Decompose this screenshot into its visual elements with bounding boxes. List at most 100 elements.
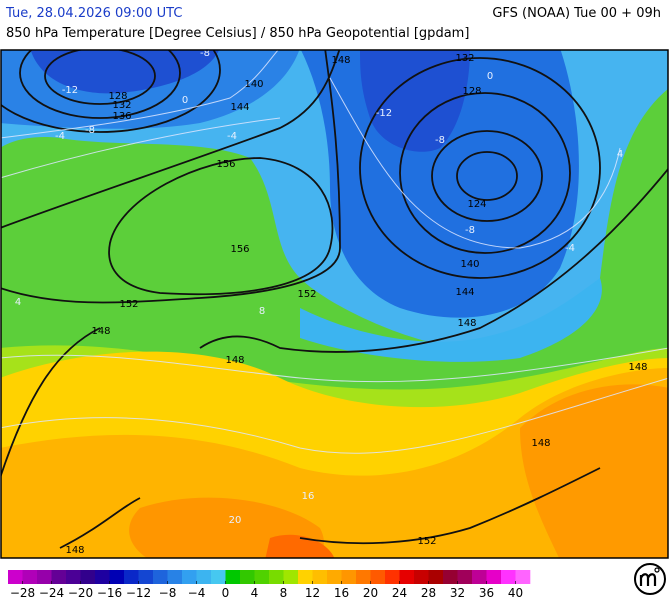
colorbar-label: −24 (39, 586, 64, 600)
colorbar-swatch (414, 570, 429, 584)
geopotential-label: 148 (457, 318, 476, 329)
colorbar-swatch (37, 570, 52, 584)
colorbar-swatch (283, 570, 299, 584)
colorbar-swatch (196, 570, 212, 584)
colorbar-swatch (167, 570, 183, 584)
colorbar-swatch (356, 570, 371, 584)
colorbar-swatch (370, 570, 386, 584)
colorbar-swatch (153, 570, 168, 584)
colorbar-swatch (225, 570, 241, 584)
colorbar-swatch (399, 570, 415, 584)
colorbar-label: 28 (421, 586, 436, 600)
temperature-label: 4 (15, 297, 21, 308)
geopotential-label: 140 (244, 79, 263, 90)
temperature-label: -4 (55, 131, 65, 142)
map-frame (0, 49, 669, 559)
colorbar-swatch (182, 570, 197, 584)
geopotential-label: 148 (225, 355, 244, 366)
colorbar-swatch (443, 570, 458, 584)
colorbar-swatch (457, 570, 473, 584)
geopotential-label: 156 (230, 244, 249, 255)
colorbar-label: 36 (479, 586, 494, 600)
geopotential-label: 148 (65, 545, 84, 556)
colorbar-swatch (341, 570, 357, 584)
temperature-label: -12 (62, 85, 78, 96)
geopotential-label: 132 (112, 100, 131, 111)
colorbar-label: −20 (68, 586, 93, 600)
colorbar-label: −28 (10, 586, 35, 600)
colorbar-swatch (51, 570, 67, 584)
colorbar-label: −4 (188, 586, 206, 600)
colorbar-swatch (312, 570, 328, 584)
map: 128 132 136 140 144 156 156 152 152 148 … (0, 48, 669, 559)
colorbar-label: −12 (126, 586, 151, 600)
colorbar-label: 32 (450, 586, 465, 600)
colorbar-swatch (327, 570, 342, 584)
colorbar-swatch (385, 570, 400, 584)
colorbar-label: 0 (222, 586, 230, 600)
colorbar-swatch (109, 570, 125, 584)
colorbar-swatch (95, 570, 110, 584)
colorbar-swatch (8, 570, 23, 584)
geopotential-label: 132 (455, 53, 474, 64)
geopotential-label: 136 (112, 111, 131, 122)
geopotential-label: 140 (460, 259, 479, 270)
geopotential-label: 148 (628, 362, 647, 373)
colorbar-swatch (486, 570, 502, 584)
geopotential-label: 148 (331, 55, 350, 66)
geopotential-label: 148 (531, 438, 550, 449)
colorbar-swatch (240, 570, 255, 584)
colorbar: −28 −24 −20 −16 −12 −8 −4 0 4 8 12 16 20 24 28 32 36 40 (8, 563, 666, 600)
colorbar-swatch (515, 570, 531, 584)
geopotential-label: 148 (91, 326, 110, 337)
geopotential-label: 156 (216, 159, 235, 170)
contour-labels: 128 132 136 140 144 156 156 152 152 148 … (15, 48, 648, 556)
geopotential-label: 128 (108, 91, 127, 102)
colorbar-swatch (138, 570, 154, 584)
colorbar-swatch (298, 570, 313, 584)
logo (634, 563, 666, 595)
temperature-label: -8 (465, 225, 475, 236)
temperature-label: -8 (85, 125, 95, 136)
colorbar-swatch (80, 570, 96, 584)
temperature-label: 4 (617, 149, 623, 160)
subtitle: 850 hPa Temperature [Degree Celsius] / 8… (6, 26, 470, 41)
colorbar-label: −8 (159, 586, 177, 600)
temperature-label: 0 (182, 95, 188, 106)
geopotential-label: 124 (467, 199, 486, 210)
colorbar-swatch (211, 570, 226, 584)
temperature-label: -4 (227, 131, 237, 142)
colorbar-label: 4 (251, 586, 259, 600)
temperature-label: -4 (565, 243, 575, 254)
colorbar-swatch (22, 570, 38, 584)
geopotential-label: 144 (455, 287, 474, 298)
colorbar-label: −16 (97, 586, 122, 600)
colorbar-swatch (269, 570, 284, 584)
colorbar-label: 24 (392, 586, 407, 600)
geopotential-label: 128 (462, 86, 481, 97)
geopotential-label: 152 (297, 289, 316, 300)
colorbar-label: 40 (508, 586, 523, 600)
datetime: Tue, 28.04.2026 09:00 UTC (6, 6, 183, 21)
geopotential-contours (1, 50, 668, 549)
colorbar-swatch (472, 570, 487, 584)
colorbar-label: 16 (334, 586, 349, 600)
temperature-label: -8 (200, 48, 210, 59)
colorbar-swatch (66, 570, 81, 584)
temperature-label: 0 (487, 71, 493, 82)
temperature-label: 8 (259, 306, 265, 317)
temperature-label: 20 (229, 515, 242, 526)
colorbar-swatch (428, 570, 444, 584)
model-run: GFS (NOAA) Tue 00 + 09h (492, 6, 661, 21)
colorbar-label: 8 (280, 586, 288, 600)
temperature-label: -8 (435, 135, 445, 146)
temperature-label: -12 (376, 108, 392, 119)
geopotential-label: 152 (119, 299, 138, 310)
colorbar-label: 20 (363, 586, 378, 600)
geopotential-label: 144 (230, 102, 249, 113)
temperature-label: 16 (302, 491, 315, 502)
colorbar-label: 12 (305, 586, 320, 600)
colorbar-swatch (124, 570, 139, 584)
geopotential-label: 152 (417, 536, 436, 547)
